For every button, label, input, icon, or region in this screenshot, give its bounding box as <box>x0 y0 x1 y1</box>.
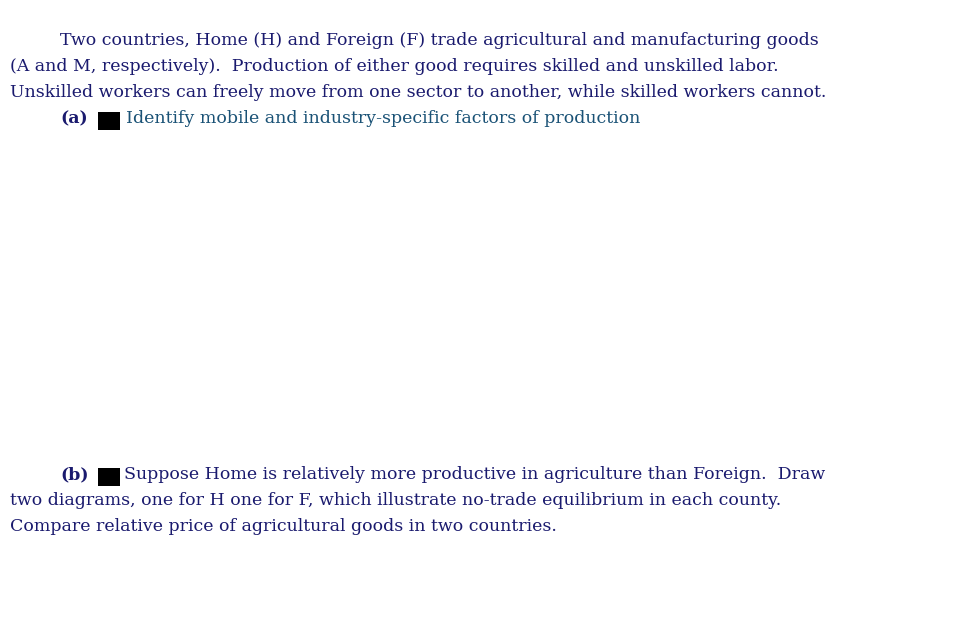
Bar <box>98 468 120 486</box>
Text: (A and M, respectively).  Production of either good requires skilled and unskill: (A and M, respectively). Production of e… <box>10 58 779 75</box>
Text: Compare relative price of agricultural goods in two countries.: Compare relative price of agricultural g… <box>10 518 557 535</box>
Text: Two countries, Home (H) and Foreign (F) trade agricultural and manufacturing goo: Two countries, Home (H) and Foreign (F) … <box>60 32 819 49</box>
Text: two diagrams, one for H one for F, which illustrate no-trade equilibrium in each: two diagrams, one for H one for F, which… <box>10 492 782 509</box>
Text: Suppose Home is relatively more productive in agriculture than Foreign.  Draw: Suppose Home is relatively more producti… <box>124 466 825 483</box>
Text: Identify mobile and industry-specific factors of production: Identify mobile and industry-specific fa… <box>126 110 641 127</box>
Text: (a): (a) <box>60 110 87 127</box>
Text: (b): (b) <box>60 466 88 483</box>
Text: Unskilled workers can freely move from one sector to another, while skilled work: Unskilled workers can freely move from o… <box>10 84 826 101</box>
Bar <box>98 112 120 130</box>
